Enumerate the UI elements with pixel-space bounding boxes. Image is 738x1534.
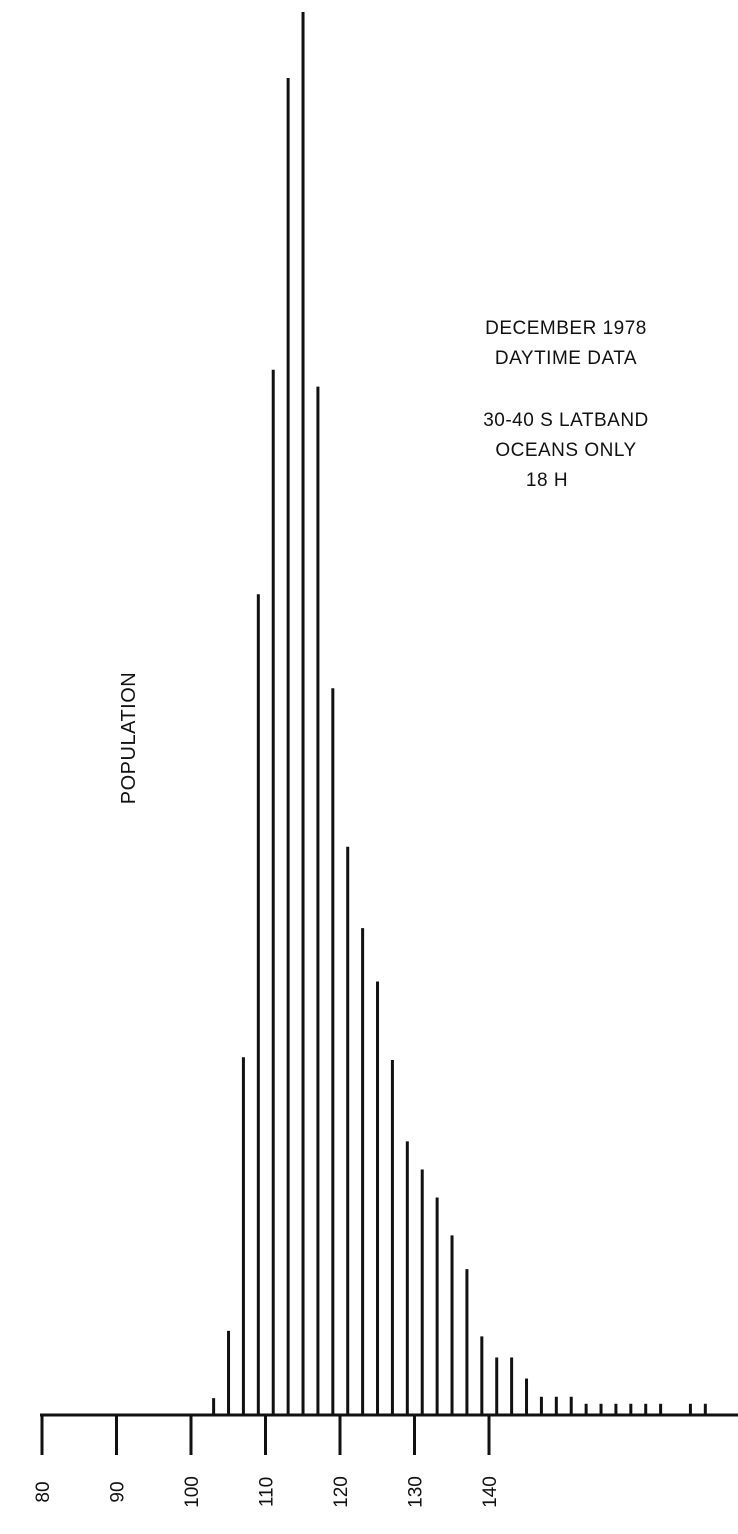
- x-tick-label: 120: [331, 1476, 352, 1508]
- bars-layer: [212, 12, 707, 1415]
- annotation-latband: 30-40 S LATBAND: [483, 410, 649, 431]
- x-tick-label: 130: [406, 1476, 427, 1508]
- x-tick-label: 100: [182, 1476, 203, 1508]
- annotation-month: DECEMBER 1978: [485, 318, 647, 339]
- x-tick-label: 110: [257, 1477, 278, 1507]
- x-tick-label: 90: [108, 1481, 129, 1502]
- y-axis-label: POPULATION: [118, 672, 140, 804]
- x-tick-label: 80: [33, 1481, 54, 1502]
- annotation-block: DECEMBER 1978 DAYTIME DATA 30-40 S LATBA…: [483, 318, 649, 491]
- x-axis-ticks: 80 90 100 110 120 130 140: [33, 1415, 501, 1508]
- annotation-hour: 18 H: [526, 470, 568, 491]
- annotation-oceans: OCEANS ONLY: [495, 440, 636, 461]
- x-tick-label: 140: [480, 1476, 501, 1508]
- annotation-data-type: DAYTIME DATA: [495, 348, 637, 369]
